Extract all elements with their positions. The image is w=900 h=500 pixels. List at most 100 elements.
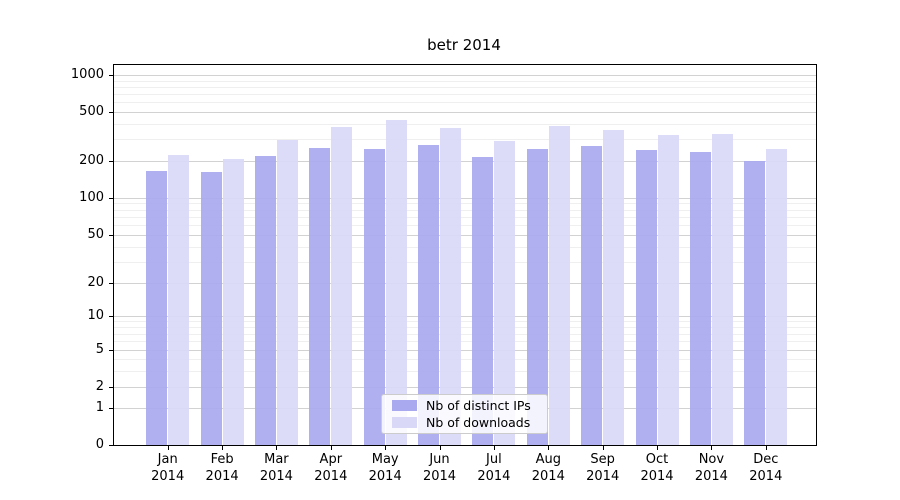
minor-gridline (114, 370, 816, 372)
bar-distinct-ips (254, 155, 276, 445)
y-axis-tick (109, 350, 113, 352)
x-axis-tick (385, 446, 387, 450)
x-axis-tick-label: Dec 2014 (749, 452, 783, 484)
x-axis-tick-label: Jun 2014 (422, 452, 457, 484)
bar-distinct-ips (744, 161, 766, 445)
bar-downloads (548, 126, 570, 445)
bar-downloads (276, 140, 298, 445)
x-axis-tick (711, 446, 713, 450)
x-axis-tick-label: Feb 2014 (205, 452, 239, 484)
bar-distinct-ips (472, 157, 494, 445)
legend-item: Nb of downloads (390, 415, 539, 430)
x-axis-tick-label: Jan 2014 (151, 452, 185, 484)
y-axis-tick (109, 197, 113, 199)
x-axis-tick-label: Sep 2014 (586, 452, 620, 484)
y-axis-tick-label: 0 (95, 437, 104, 452)
x-axis-tick (330, 446, 332, 450)
y-axis-tick-label: 10 (87, 308, 104, 323)
y-axis-tick-label: 2 (95, 379, 104, 394)
x-axis-tick-label: Oct 2014 (640, 452, 674, 484)
chart-title: betr 2014 (427, 36, 501, 54)
bar-downloads (494, 141, 516, 445)
y-axis-tick (109, 75, 113, 76)
major-gridline (114, 234, 816, 236)
x-axis-tick (167, 446, 169, 450)
minor-gridline (114, 80, 816, 82)
minor-gridline (114, 246, 816, 248)
plot-area: Nb of distinct IPs Nb of downloads 0 1 2 5 1… (71, 64, 817, 484)
legend-label-distinct-ips: Nb of distinct IPs (426, 398, 531, 414)
x-axis-tick-label: Aug 2014 (531, 452, 565, 484)
x-axis-tick (439, 446, 441, 450)
minor-gridline (114, 327, 816, 328)
minor-gridline (114, 209, 816, 211)
bar-distinct-ips (146, 170, 168, 445)
x-axis-tick (493, 446, 495, 450)
bar-downloads (168, 154, 190, 445)
major-gridline (114, 316, 816, 317)
y-axis-tick-label: 50 (87, 226, 104, 242)
x-axis-tick (548, 446, 550, 450)
bar-distinct-ips (200, 171, 222, 445)
legend-swatch-distinct-ips (392, 400, 417, 412)
minor-gridline (114, 261, 816, 263)
x-axis-tick-label: Apr 2014 (314, 452, 348, 484)
minor-gridline (114, 203, 816, 205)
y-axis-tick (109, 316, 113, 317)
major-gridline (114, 161, 816, 162)
x-axis-tick (602, 446, 604, 450)
y-axis-tick-label: 100 (79, 189, 104, 205)
x-axis-tick-label: Mar 2014 (259, 452, 293, 484)
y-axis-tick-label: 500 (79, 104, 104, 119)
minor-gridline (114, 216, 816, 218)
y-axis-tick (109, 234, 113, 236)
y-axis-tick-label: 200 (79, 153, 104, 168)
minor-gridline (114, 94, 816, 95)
y-axis-tick (109, 408, 113, 410)
minor-gridline (114, 321, 816, 323)
minor-gridline (114, 224, 816, 226)
minor-gridline (114, 123, 816, 125)
bar-downloads (657, 134, 679, 445)
bar-distinct-ips (689, 151, 711, 445)
major-gridline (114, 283, 816, 285)
minor-gridline (114, 86, 816, 88)
x-axis-tick (765, 446, 767, 450)
x-axis-tick (276, 446, 278, 450)
legend-label-downloads: Nb of downloads (426, 414, 531, 430)
y-axis-tick-label: 1 (95, 400, 104, 416)
minor-gridline (114, 139, 816, 141)
y-axis-tick-label: 20 (87, 275, 104, 291)
y-axis-tick-label: 1000 (70, 67, 104, 82)
x-axis-tick-label: May 2014 (368, 452, 402, 484)
bar-distinct-ips (363, 148, 385, 445)
x-axis-tick-label: Nov 2014 (694, 452, 728, 484)
y-axis-tick (109, 112, 113, 113)
minor-gridline (114, 341, 816, 343)
x-axis-tick-label: Jul 2014 (477, 452, 511, 484)
bar-downloads (711, 133, 733, 445)
major-gridline (114, 387, 816, 388)
bar-downloads (440, 128, 461, 445)
x-axis-tick (222, 446, 224, 450)
bar-distinct-ips (309, 148, 331, 445)
legend-swatch-downloads (392, 416, 417, 428)
minor-gridline (114, 102, 816, 104)
y-axis-tick (109, 445, 113, 446)
bar-downloads (331, 127, 353, 445)
minor-gridline (114, 333, 816, 335)
bar-distinct-ips (526, 149, 548, 445)
x-axis-tick (657, 446, 658, 450)
major-gridline (114, 350, 816, 352)
legend: Nb of distinct IPs Nb of downloads (381, 394, 548, 434)
bar-downloads (766, 149, 788, 445)
legend-item: Nb of distinct IPs (390, 398, 539, 413)
bar-distinct-ips (635, 150, 657, 445)
bar-downloads (603, 129, 625, 445)
y-axis-tick (109, 387, 113, 388)
bar-distinct-ips (581, 145, 603, 445)
y-axis-tick-label: 5 (95, 342, 104, 358)
minor-gridline (114, 359, 816, 361)
y-axis-tick (109, 161, 113, 162)
